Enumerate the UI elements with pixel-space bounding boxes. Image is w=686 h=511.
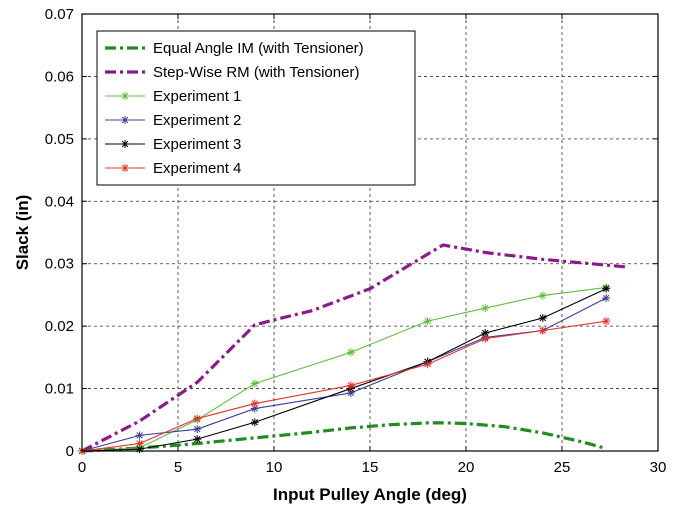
data-point — [250, 399, 259, 408]
y-tick-label: 0.03 — [45, 256, 74, 273]
legend-marker — [121, 140, 129, 148]
series-layer — [78, 243, 626, 455]
y-tick-label: 0.07 — [45, 6, 74, 23]
legend-item: Experiment 2 — [105, 112, 241, 129]
legend-item: Experiment 1 — [105, 88, 241, 105]
data-point — [602, 317, 611, 326]
data-point — [193, 414, 202, 423]
data-point — [538, 291, 547, 300]
series-line — [81, 243, 626, 453]
legend-label: Experiment 1 — [153, 88, 241, 105]
data-point — [602, 284, 611, 293]
legend-item: Equal Angle IM (with Tensioner) — [105, 40, 364, 57]
series-1 — [81, 421, 607, 453]
x-tick-label: 10 — [266, 459, 283, 476]
legend: Equal Angle IM (with Tensioner) Step-Wise… — [96, 30, 416, 186]
y-tick-label: 0.02 — [45, 318, 74, 335]
legend-box — [96, 30, 416, 186]
series-2 — [81, 243, 626, 453]
series-line — [81, 421, 607, 453]
y-tick-label: 0.05 — [45, 131, 74, 148]
data-point — [135, 439, 144, 448]
data-point — [250, 418, 259, 427]
legend-label: Step-Wise RM (with Tensioner) — [153, 64, 359, 81]
y-tick-label: 0 — [66, 443, 74, 460]
legend-item: Experiment 3 — [105, 136, 241, 153]
x-tick-label: 15 — [362, 459, 379, 476]
data-point — [481, 334, 490, 343]
data-point — [538, 326, 547, 335]
series-line — [81, 288, 607, 452]
x-tick-label: 5 — [174, 459, 182, 476]
legend-item: Step-Wise RM (with Tensioner) — [105, 64, 359, 81]
legend-label: Experiment 3 — [153, 136, 241, 153]
data-point — [538, 314, 547, 323]
legend-label: Experiment 2 — [153, 112, 241, 129]
series-line — [81, 286, 607, 452]
data-point — [250, 379, 259, 388]
x-tick-label: 25 — [554, 459, 571, 476]
data-point — [193, 425, 202, 434]
x-tick-label: 20 — [458, 459, 475, 476]
x-tick-label: 0 — [78, 459, 86, 476]
legend-marker — [121, 92, 129, 100]
data-point — [481, 304, 490, 313]
y-axis-title: Slack (in) — [13, 195, 32, 271]
legend-marker — [121, 164, 129, 172]
legend-item: Experiment 4 — [105, 160, 241, 177]
x-tick-label: 30 — [650, 459, 667, 476]
data-point — [481, 329, 490, 338]
y-tick-label: 0.01 — [45, 381, 74, 398]
x-tick-labels: 0 5 10 15 20 25 30 — [78, 459, 667, 476]
tick-marks — [81, 13, 659, 452]
data-point — [423, 360, 432, 369]
legend-marker — [121, 116, 129, 124]
data-point — [135, 431, 144, 440]
x-axis-title: Input Pulley Angle (deg) — [273, 485, 467, 504]
data-point — [346, 348, 355, 357]
data-point — [602, 294, 611, 303]
y-tick-labels: 0 0.01 0.02 0.03 0.04 0.05 0.06 0.07 — [45, 6, 74, 460]
legend-label: Experiment 4 — [153, 160, 241, 177]
data-point — [346, 381, 355, 390]
data-point — [193, 435, 202, 444]
y-tick-label: 0.06 — [45, 68, 74, 85]
legend-label: Equal Angle IM (with Tensioner) — [153, 40, 364, 57]
series-6 — [78, 317, 611, 455]
data-point — [423, 317, 432, 326]
y-tick-label: 0.04 — [45, 193, 74, 210]
series-line — [81, 297, 607, 452]
